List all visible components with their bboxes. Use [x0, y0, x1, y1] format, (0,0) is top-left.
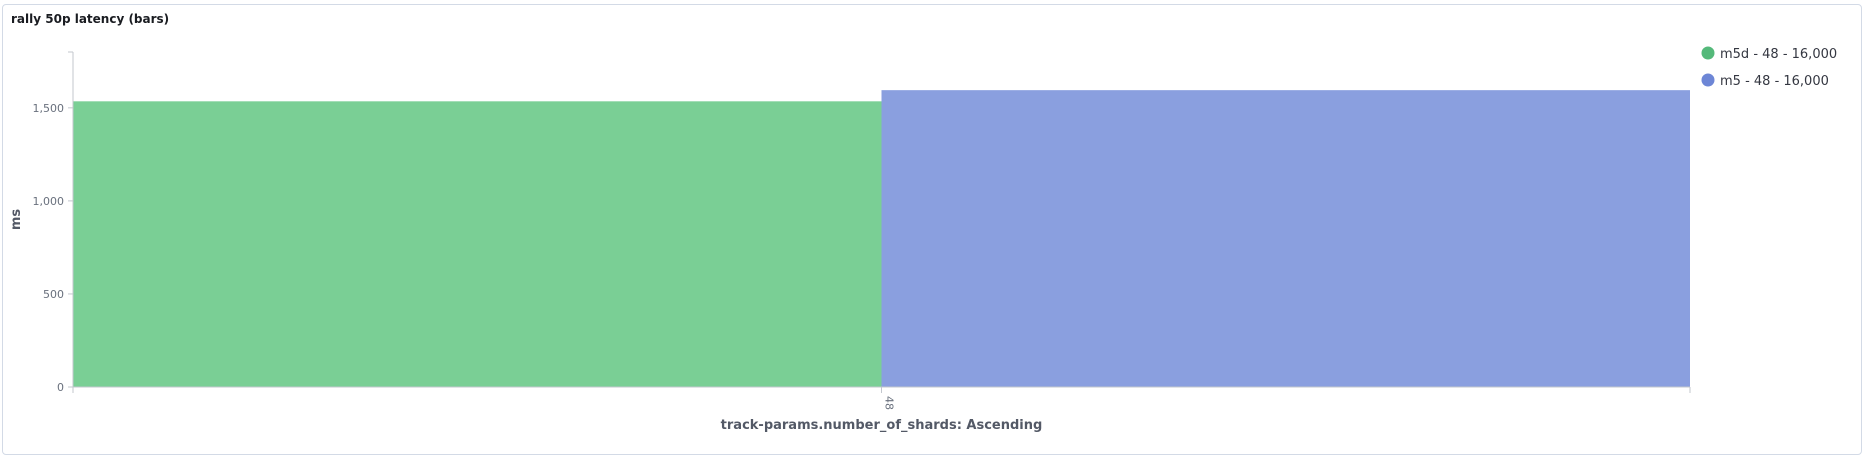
x-axis-title: track-params.number_of_shards: Ascending	[721, 418, 1043, 433]
y-tick-label: 0	[57, 381, 64, 394]
bar-1[interactable]	[73, 101, 882, 387]
y-axis-title: ms	[9, 209, 24, 231]
y-tick-label: 1,000	[33, 195, 65, 208]
legend-swatch-1[interactable]	[1701, 46, 1715, 60]
panel-title: rally 50p latency (bars)	[11, 12, 170, 26]
legend-swatch-2[interactable]	[1701, 73, 1715, 87]
y-tick-label: 500	[43, 288, 64, 301]
bar-2[interactable]	[881, 90, 1691, 388]
y-tick-label: 1,500	[33, 102, 65, 115]
legend-label-2[interactable]: m5 - 48 - 16,000	[1720, 74, 1829, 89]
legend-label-1[interactable]: m5d - 48 - 16,000	[1720, 47, 1837, 62]
x-tick-label: 48	[883, 396, 896, 410]
